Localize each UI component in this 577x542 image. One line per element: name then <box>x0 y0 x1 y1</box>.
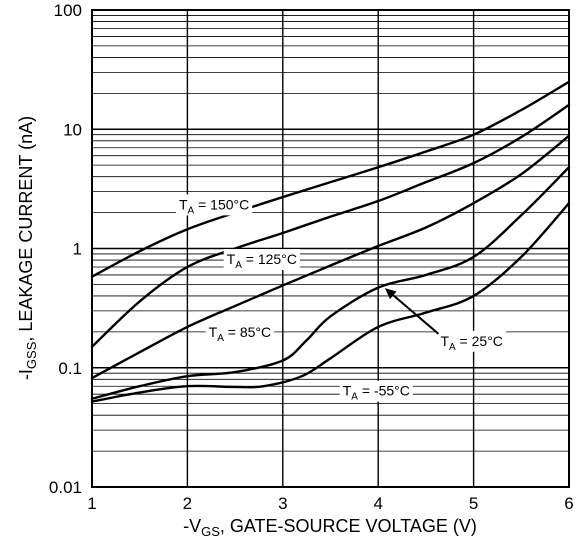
x-tick-label: 4 <box>373 494 382 513</box>
y-tick-labels: 0.01 0.1 1 10 100 <box>49 1 82 497</box>
annotation-layer: TA = 150°C TA = 125°C TA = 85°C TA = 25°C TA… <box>175 194 506 403</box>
series-label-text: TA = 85°C <box>209 324 271 344</box>
x-axis-label: -VGS, GATE-SOURCE VOLTAGE (V) <box>183 516 477 539</box>
series-label-3: TA = 85°C <box>205 322 275 344</box>
x-tick-label: 1 <box>87 494 96 513</box>
series-label-text: TA = 25°C <box>440 333 502 353</box>
series-label-1: TA = 150°C <box>175 194 253 216</box>
series-label-4: TA = 25°C <box>437 330 506 353</box>
annotation-arrow-head <box>384 288 397 300</box>
y-axis-label: -IGSS, LEAKAGE CURRENT (nA) <box>16 116 39 380</box>
x-tick-label: 6 <box>564 494 573 513</box>
x-tick-label: 5 <box>469 494 478 513</box>
plot-grid <box>91 10 570 488</box>
curve-series-4 <box>90 166 571 400</box>
curve-series-1 <box>90 80 571 278</box>
series-label-text: TA = 150°C <box>179 196 249 216</box>
series-label-2: TA = 125°C <box>223 249 300 271</box>
plot-frame <box>91 9 570 488</box>
series-label-box <box>339 380 413 402</box>
series-label-5: TA = -55°C <box>339 380 413 403</box>
series-label-box <box>223 249 300 271</box>
x-tick-label: 3 <box>278 494 287 513</box>
y-tick-label: 0.1 <box>58 359 82 378</box>
curve-series-3 <box>90 134 571 380</box>
y-tick-label: 10 <box>63 120 82 139</box>
y-tick-label: 1 <box>73 240 82 259</box>
series-label-box <box>205 322 275 344</box>
curve-series-2 <box>90 103 571 348</box>
x-tick-label: 2 <box>183 494 192 513</box>
series-label-text: TA = 125°C <box>227 251 297 271</box>
x-tick-labels: 1 2 3 4 5 6 <box>87 494 573 513</box>
y-tick-label: 100 <box>54 1 82 20</box>
series-label-box <box>437 330 506 352</box>
annotation-arrow-line <box>392 294 440 335</box>
y-tick-label: 0.01 <box>49 478 82 497</box>
curve-layer <box>90 80 571 403</box>
curve-series-5 <box>90 201 571 403</box>
series-label-box <box>175 194 253 216</box>
series-label-text: TA = -55°C <box>343 383 410 403</box>
